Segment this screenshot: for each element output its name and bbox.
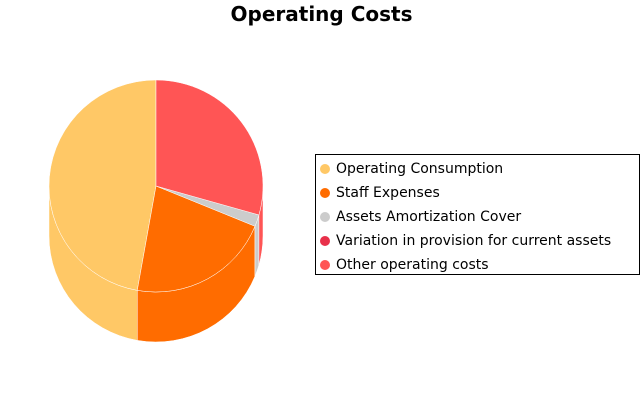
legend-swatch-icon (320, 260, 330, 270)
legend-item: Variation in provision for current asset… (320, 229, 639, 253)
legend-item: Operating Consumption (320, 157, 639, 181)
chart-title: Operating Costs (230, 2, 413, 26)
pie-slice-4 (155, 79, 264, 216)
legend: Operating Consumption Staff Expenses Ass… (315, 154, 640, 275)
pie-slice-1 (136, 185, 256, 293)
legend-item: Assets Amortization Cover (320, 205, 639, 229)
legend-swatch-icon (320, 188, 330, 198)
legend-swatch-icon (320, 164, 330, 174)
legend-label: Operating Consumption (336, 161, 504, 177)
legend-label: Assets Amortization Cover (336, 209, 522, 225)
legend-item: Other operating costs (320, 253, 639, 277)
legend-label: Staff Expenses (336, 185, 440, 201)
legend-swatch-icon (320, 212, 330, 222)
legend-swatch-icon (320, 236, 330, 246)
legend-label: Variation in provision for current asset… (336, 233, 612, 249)
legend-item: Staff Expenses (320, 181, 639, 205)
pie-slice-0 (48, 79, 157, 291)
legend-label: Other operating costs (336, 257, 489, 273)
